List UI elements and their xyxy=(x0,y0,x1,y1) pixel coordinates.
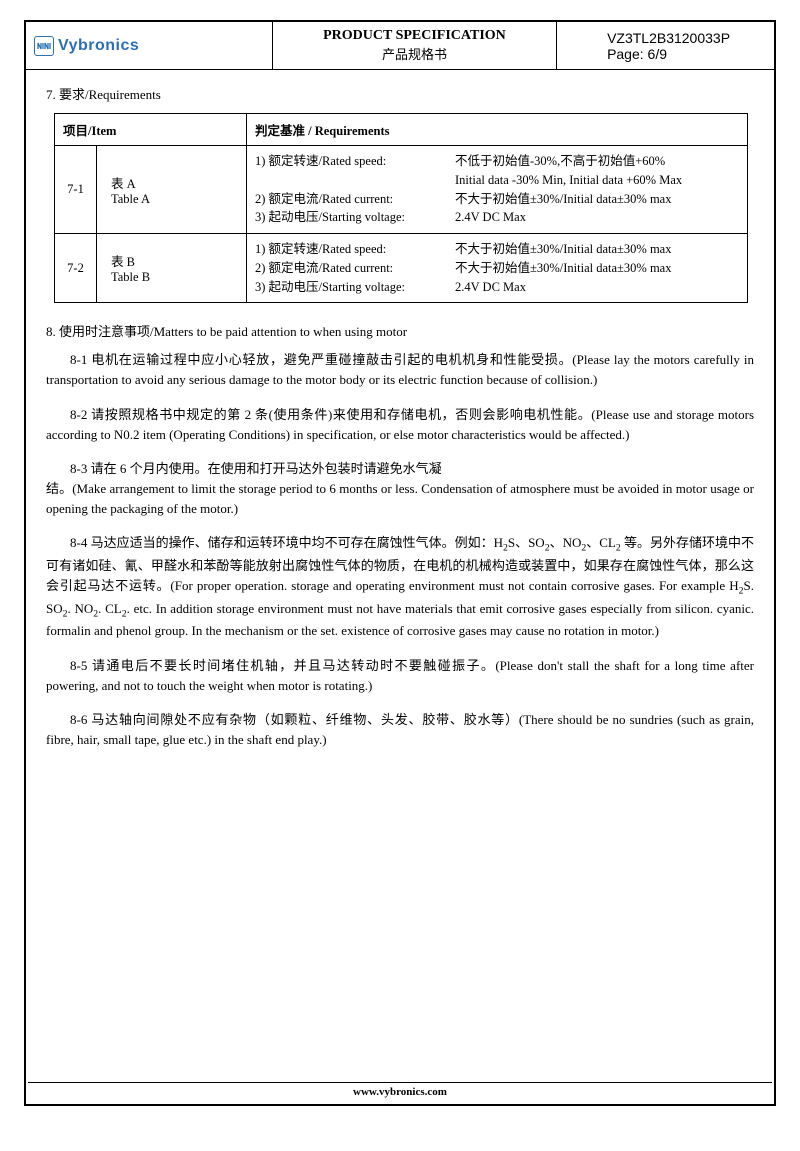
req-value: 不大于初始值±30%/Initial data±30% max xyxy=(455,259,671,278)
para-8-3a: 8-3 请在 6 个月内使用。在使用和打开马达外包装时请避免水气凝 xyxy=(46,459,754,479)
header-middle: PRODUCT SPECIFICATION 产品规格书 xyxy=(273,22,557,69)
logo: Vybronics xyxy=(34,36,139,56)
para-8-4: 8-4 马达应适当的操作、储存和运转环境中均不可存在腐蚀性气体。例如：H2S、S… xyxy=(46,533,754,641)
part-number: VZ3TL2B3120033P xyxy=(607,30,774,46)
req-value: 不大于初始值±30%/Initial data±30% max xyxy=(455,240,671,259)
page-number: Page: 6/9 xyxy=(607,46,774,62)
th-req: 判定基准 / Requirements xyxy=(247,114,748,146)
section7-title: 7. 要求/Requirements xyxy=(46,84,754,103)
header-title-cn: 产品规格书 xyxy=(273,44,556,63)
req-label: 3) 起动电压/Starting voltage: xyxy=(255,278,455,297)
section8-title: 8. 使用时注意事项/Matters to be paid attention … xyxy=(46,321,754,340)
row-name-cn: 表 A xyxy=(111,173,238,192)
req-value: Initial data -30% Min, Initial data +60%… xyxy=(455,173,682,187)
header: Vybronics PRODUCT SPECIFICATION 产品规格书 VZ… xyxy=(26,22,774,70)
row-name-en: Table B xyxy=(111,270,238,285)
row-requirements: 1) 额定转速/Rated speed:不大于初始值±30%/Initial d… xyxy=(247,234,748,303)
row-name: 表 B Table B xyxy=(97,234,247,303)
req-label: 1) 额定转速/Rated speed: xyxy=(255,240,455,259)
req-value: 不大于初始值±30%/Initial data±30% max xyxy=(455,190,671,209)
logo-text: Vybronics xyxy=(58,37,139,55)
row-name-cn: 表 B xyxy=(111,251,238,270)
row-name-en: Table A xyxy=(111,192,238,207)
footer: www.vybronics.com xyxy=(28,1082,772,1098)
para-8-3b: 结。(Make arrangement to limit the storage… xyxy=(46,479,754,519)
row-requirements: 1) 额定转速/Rated speed:不低于初始值-30%,不高于初始值+60… xyxy=(247,146,748,234)
req-label: 3) 起动电压/Starting voltage: xyxy=(255,208,455,227)
para-8-1: 8-1 电机在运输过程中应小心轻放，避免严重碰撞敲击引起的电机机身和性能受损。(… xyxy=(46,350,754,390)
row-name: 表 A Table A xyxy=(97,146,247,234)
table-row: 7-1 表 A Table A 1) 额定转速/Rated speed:不低于初… xyxy=(55,146,748,234)
header-left: Vybronics xyxy=(26,22,273,69)
header-right: VZ3TL2B3120033P Page: 6/9 xyxy=(557,22,774,69)
para-8-6: 8-6 马达轴向间隙处不应有杂物（如颗粒、纤维物、头发、胶带、胶水等）(Ther… xyxy=(46,710,754,750)
req-label: 1) 额定转速/Rated speed: xyxy=(255,152,455,171)
content: 7. 要求/Requirements 项目/Item 判定基准 / Requir… xyxy=(26,70,774,750)
table-header-row: 项目/Item 判定基准 / Requirements xyxy=(55,114,748,146)
requirements-table: 项目/Item 判定基准 / Requirements 7-1 表 A Tabl… xyxy=(54,113,748,303)
req-value: 2.4V DC Max xyxy=(455,278,526,297)
req-value: 不低于初始值-30%,不高于初始值+60% xyxy=(455,152,665,171)
req-value: 2.4V DC Max xyxy=(455,208,526,227)
para-8-2: 8-2 请按照规格书中规定的第 2 条(使用条件)来使用和存储电机，否则会影响电… xyxy=(46,405,754,445)
para-8-5: 8-5 请通电后不要长时间堵住机轴，并且马达转动时不要触碰振子。(Please … xyxy=(46,656,754,696)
page-frame: Vybronics PRODUCT SPECIFICATION 产品规格书 VZ… xyxy=(24,20,776,1106)
th-item: 项目/Item xyxy=(55,114,247,146)
row-num: 7-1 xyxy=(55,146,97,234)
row-num: 7-2 xyxy=(55,234,97,303)
req-label: 2) 额定电流/Rated current: xyxy=(255,259,455,278)
logo-icon xyxy=(34,36,54,56)
header-title-en: PRODUCT SPECIFICATION xyxy=(273,28,556,44)
table-row: 7-2 表 B Table B 1) 额定转速/Rated speed:不大于初… xyxy=(55,234,748,303)
req-label: 2) 额定电流/Rated current: xyxy=(255,190,455,209)
